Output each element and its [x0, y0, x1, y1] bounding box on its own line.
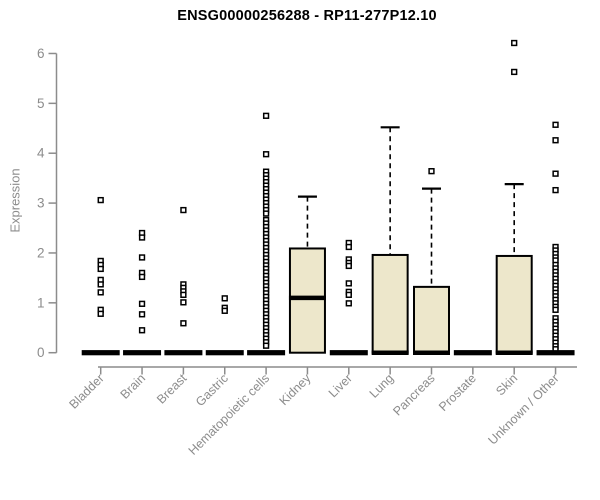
outlier-point: [511, 39, 518, 47]
outlier-point: [138, 234, 146, 241]
outlier-point: [97, 265, 104, 273]
outlier-point: [180, 291, 187, 299]
outlier-point: [97, 281, 104, 288]
x-tick-label: Pancreas: [390, 371, 437, 418]
outlier-point: [262, 151, 270, 158]
x-tick-label: Liver: [326, 371, 355, 400]
outlier-point: [221, 295, 228, 302]
x-tick-label: Lung: [367, 371, 397, 401]
zero-bar: [536, 350, 575, 356]
outlier-point: [262, 112, 270, 119]
box-plot-breast: [164, 206, 203, 356]
outlier-point: [552, 170, 559, 177]
outlier-point: [552, 306, 559, 313]
outlier-point: [511, 68, 518, 76]
x-tick-label: Kidney: [277, 371, 314, 408]
y-tick-label: 6: [37, 46, 45, 61]
x-tick-label: Prostate: [436, 371, 479, 414]
chart-title: ENSG00000256288 - RP11-277P12.10: [177, 8, 437, 24]
box: [495, 254, 533, 354]
outlier-point: [97, 310, 104, 317]
outlier-point: [262, 342, 270, 349]
outlier-point: [428, 168, 435, 175]
outlier-point: [262, 210, 270, 217]
y-tick-label: 0: [37, 345, 45, 360]
y-tick-label: 1: [37, 295, 45, 310]
box-plot-gastric: [205, 295, 244, 356]
box-plot-unknown-other: [536, 121, 575, 356]
outlier-point: [180, 206, 187, 214]
x-tick-label: Unknown / Other: [485, 371, 561, 447]
outlier-point: [345, 262, 352, 270]
outlier-point: [180, 299, 187, 306]
x-tick-label: Breast: [154, 371, 190, 407]
y-tick-label: 2: [37, 245, 45, 260]
box-plot-prostate: [453, 350, 492, 356]
box-plot-brain: [123, 229, 162, 356]
outlier-point: [180, 320, 187, 327]
outlier-point: [345, 243, 352, 251]
zero-bar: [123, 350, 162, 356]
zero-bar: [164, 350, 203, 356]
box-plot-pancreas: [413, 168, 450, 355]
outlier-point: [221, 307, 228, 314]
outlier-point: [138, 327, 146, 334]
outlier-point: [552, 121, 559, 128]
outlier-point: [138, 254, 146, 261]
zero-bar: [247, 350, 286, 356]
zero-bar: [205, 350, 244, 356]
outlier-point: [552, 186, 559, 194]
y-tick-label: 4: [37, 146, 45, 161]
y-axis-label: Expression: [7, 168, 23, 233]
x-tick-label: Bladder: [66, 371, 106, 411]
box: [288, 247, 326, 354]
box-plot-hematopoietic-cells: [247, 112, 286, 356]
outlier-point: [138, 300, 146, 307]
zero-bar: [81, 350, 120, 356]
box: [371, 253, 409, 354]
y-tick-label: 3: [37, 196, 45, 211]
x-tick-label: Brain: [118, 371, 149, 402]
x-tick-label: Gastric: [193, 371, 231, 409]
y-tick-label: 5: [37, 96, 45, 111]
outlier-point: [97, 196, 104, 204]
box-plot-liver: [329, 239, 368, 356]
outlier-point: [97, 289, 104, 296]
outlier-point: [345, 280, 352, 287]
outlier-point: [138, 311, 146, 318]
box: [413, 285, 450, 354]
zero-bar: [453, 350, 492, 356]
outlier-point: [552, 137, 559, 144]
outlier-point: [345, 291, 352, 299]
x-tick-label: Skin: [493, 371, 520, 398]
outlier-point: [138, 273, 146, 281]
box-plot-lung: [371, 126, 409, 355]
box-plot-skin: [495, 39, 533, 355]
zero-bar: [329, 350, 368, 356]
box-plot-bladder: [81, 196, 120, 356]
x-tick-label: Hematopoietic cells: [186, 371, 273, 458]
outlier-point: [345, 300, 352, 307]
box-plot-kidney: [288, 195, 326, 354]
